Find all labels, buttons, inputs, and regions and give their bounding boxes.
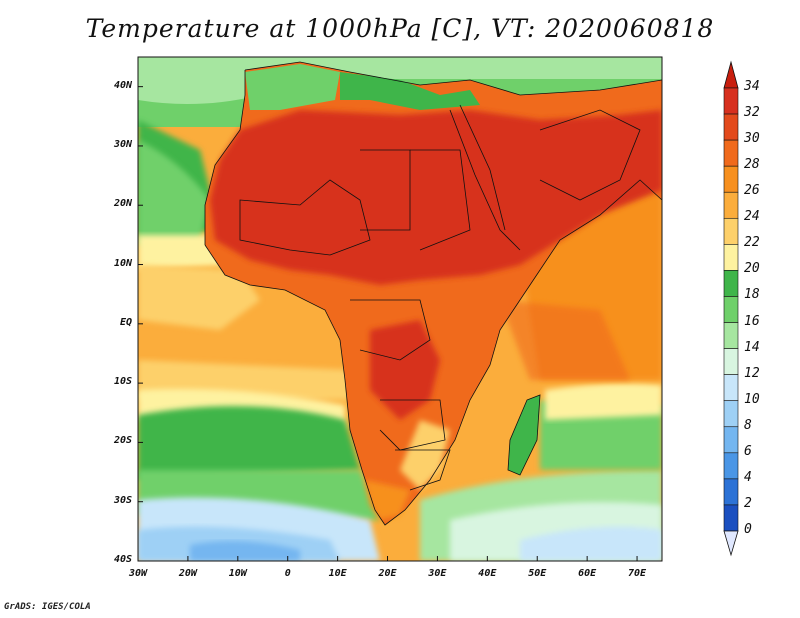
colorbar-swatch <box>723 139 739 167</box>
lat-label: 10N <box>113 257 132 269</box>
colorbar-swatch <box>723 322 739 349</box>
colorbar-label: 20 <box>744 261 760 277</box>
colorbar-swatch <box>723 478 739 506</box>
colorbar-label: 28 <box>744 157 760 173</box>
colorbar-label: 14 <box>744 339 760 355</box>
colorbar-label: 16 <box>744 313 760 329</box>
colorbar-swatch <box>723 426 739 454</box>
lon-label: 10E <box>328 568 347 579</box>
colorbar-label: 6 <box>744 443 752 459</box>
colorbar-label: 18 <box>744 287 760 303</box>
colorbar-swatch <box>723 270 739 297</box>
colorbar <box>723 60 739 557</box>
lon-label: 20W <box>178 568 197 579</box>
lat-label: 20N <box>113 198 132 210</box>
colorbar-swatch <box>723 217 739 245</box>
colorbar-label: 26 <box>744 183 760 199</box>
colorbar-swatch <box>723 400 739 428</box>
colorbar-swatch <box>723 113 739 141</box>
lon-label: 30E <box>428 568 447 579</box>
colorbar-swatch <box>723 452 739 480</box>
lon-label: 40E <box>478 568 497 579</box>
lat-label: 40N <box>113 79 132 91</box>
colorbar-swatch <box>723 165 739 193</box>
colorbar-label: 22 <box>744 235 760 251</box>
colorbar-label: 10 <box>744 391 760 407</box>
map-frame <box>137 56 663 562</box>
lon-label: 60E <box>578 568 597 579</box>
lat-label: 30S <box>113 494 132 506</box>
lon-label: 70E <box>628 568 647 579</box>
colorbar-label: 2 <box>744 495 752 511</box>
colorbar-overflow-high <box>723 60 739 89</box>
lat-label: EQ <box>119 316 132 328</box>
lat-label: 20S <box>113 435 132 447</box>
lat-label: 30N <box>113 138 132 150</box>
colorbar-swatch <box>723 296 739 323</box>
map-title: Temperature at 1000hPa [C], VT: 20200608… <box>85 14 715 43</box>
colorbar-overflow-low <box>723 530 739 557</box>
colorbar-swatch <box>723 87 739 115</box>
colorbar-label: 8 <box>744 417 752 433</box>
colorbar-label: 34 <box>744 79 760 94</box>
colorbar-swatch <box>723 348 739 375</box>
colorbar-swatch <box>723 374 739 402</box>
lon-label: 20E <box>378 568 397 579</box>
lon-label: 30W <box>128 568 148 579</box>
colorbar-label: 0 <box>744 522 752 537</box>
colorbar-label: 32 <box>744 105 760 121</box>
colorbar-swatch <box>723 244 739 271</box>
lon-label: 0 <box>284 568 291 579</box>
colorbar-label: 30 <box>744 131 760 147</box>
lat-label: 40S <box>113 554 132 565</box>
colorbar-label: 24 <box>744 209 760 225</box>
lon-label: 50E <box>528 568 547 579</box>
grads-credit: GrADS: IGES/COLA <box>4 602 91 612</box>
colorbar-swatch <box>723 504 739 532</box>
lat-label: 10S <box>113 376 132 388</box>
colorbar-label: 12 <box>744 365 760 381</box>
colorbar-swatch <box>723 191 739 219</box>
colorbar-label: 4 <box>744 469 752 485</box>
lon-label: 10W <box>228 568 247 579</box>
temperature-field <box>138 57 662 561</box>
